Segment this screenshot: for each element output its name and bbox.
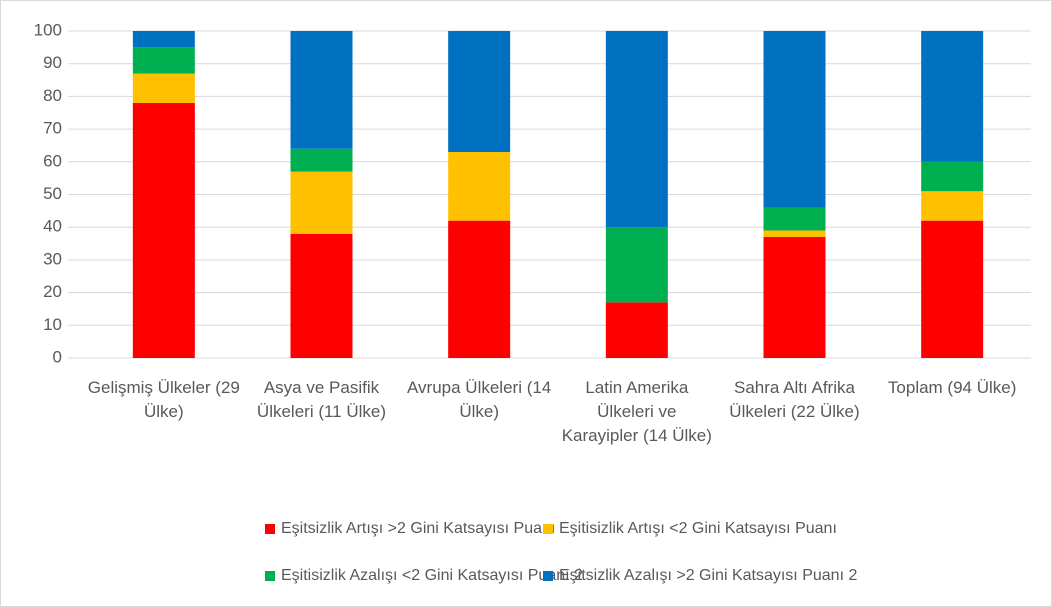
bar-segment bbox=[132, 73, 195, 103]
x-tick-label: Asya ve Pasifik Ülkeleri (11 Ülke) bbox=[256, 378, 387, 421]
bar-segment bbox=[921, 220, 984, 358]
y-tick-label: 0 bbox=[53, 347, 62, 366]
legend-item: Eşitsizlik Artışı >2 Gini Katsayısı Puan… bbox=[265, 519, 555, 539]
legend-label: Eşitisizlik Artışı <2 Gini Katsayısı Pua… bbox=[559, 520, 837, 537]
legend-label: Eşitisizlik Azalışı <2 Gini Katsayısı Pu… bbox=[281, 567, 583, 584]
bar-segment bbox=[763, 230, 826, 238]
bar-segment bbox=[605, 227, 668, 303]
y-tick-label: 90 bbox=[43, 53, 62, 72]
bar-segment bbox=[290, 171, 353, 234]
legend-swatch bbox=[265, 571, 275, 581]
bar-segment bbox=[132, 47, 195, 74]
legend-swatch bbox=[265, 524, 275, 534]
x-tick-label: Toplam (94 Ülke) bbox=[887, 378, 1017, 397]
bar-segment bbox=[290, 233, 353, 358]
bar-segment bbox=[448, 220, 511, 358]
y-tick-label: 20 bbox=[43, 282, 62, 301]
bar-segment bbox=[290, 31, 353, 149]
legend-item: Eşitisizlik Azalışı <2 Gini Katsayısı Pu… bbox=[265, 566, 583, 586]
y-tick-label: 50 bbox=[43, 184, 62, 203]
bar-segment bbox=[921, 31, 984, 162]
bar-segment bbox=[763, 237, 826, 358]
bar-segment bbox=[605, 302, 668, 358]
legend-item: Eşitisizlik Artışı <2 Gini Katsayısı Pua… bbox=[543, 519, 837, 539]
bar-segment bbox=[448, 151, 511, 221]
y-tick-label: 40 bbox=[43, 217, 62, 236]
bar-segment bbox=[290, 148, 353, 172]
bar-segment bbox=[763, 31, 826, 208]
bar-segment bbox=[448, 31, 511, 152]
x-tick-label: Sahra Altı Afrika Ülkeleri (22 Ülke) bbox=[729, 378, 860, 421]
bar-segment bbox=[921, 161, 984, 192]
legend-swatch bbox=[543, 571, 553, 581]
bar-segment bbox=[763, 207, 826, 231]
y-tick-label: 80 bbox=[43, 86, 62, 105]
x-tick-label: Gelişmiş Ülkeler (29 Ülke) bbox=[87, 378, 240, 421]
legend-label: Eşitsizlik Azalışı >2 Gini Katsayısı Pua… bbox=[559, 567, 858, 584]
y-tick-label: 30 bbox=[43, 249, 62, 268]
bar-segment bbox=[921, 191, 984, 221]
y-tick-label: 60 bbox=[43, 151, 62, 170]
x-tick-label: Avrupa Ülkeleri (14 Ülke) bbox=[407, 378, 552, 421]
bar-segment bbox=[132, 31, 195, 48]
legend-label: Eşitsizlik Artışı >2 Gini Katsayısı Puan… bbox=[281, 520, 556, 537]
bar-segment bbox=[605, 31, 668, 228]
bar-segment bbox=[132, 102, 195, 358]
y-tick-label: 70 bbox=[43, 119, 62, 138]
x-tick-label: Latin Amerika Ülkeleri ve Karayipler (14… bbox=[561, 378, 712, 445]
legend-item: Eşitsizlik Azalışı >2 Gini Katsayısı Pua… bbox=[543, 566, 857, 586]
legend-swatch bbox=[543, 524, 553, 534]
y-tick-label: 100 bbox=[34, 20, 62, 39]
y-tick-label: 10 bbox=[43, 315, 62, 334]
